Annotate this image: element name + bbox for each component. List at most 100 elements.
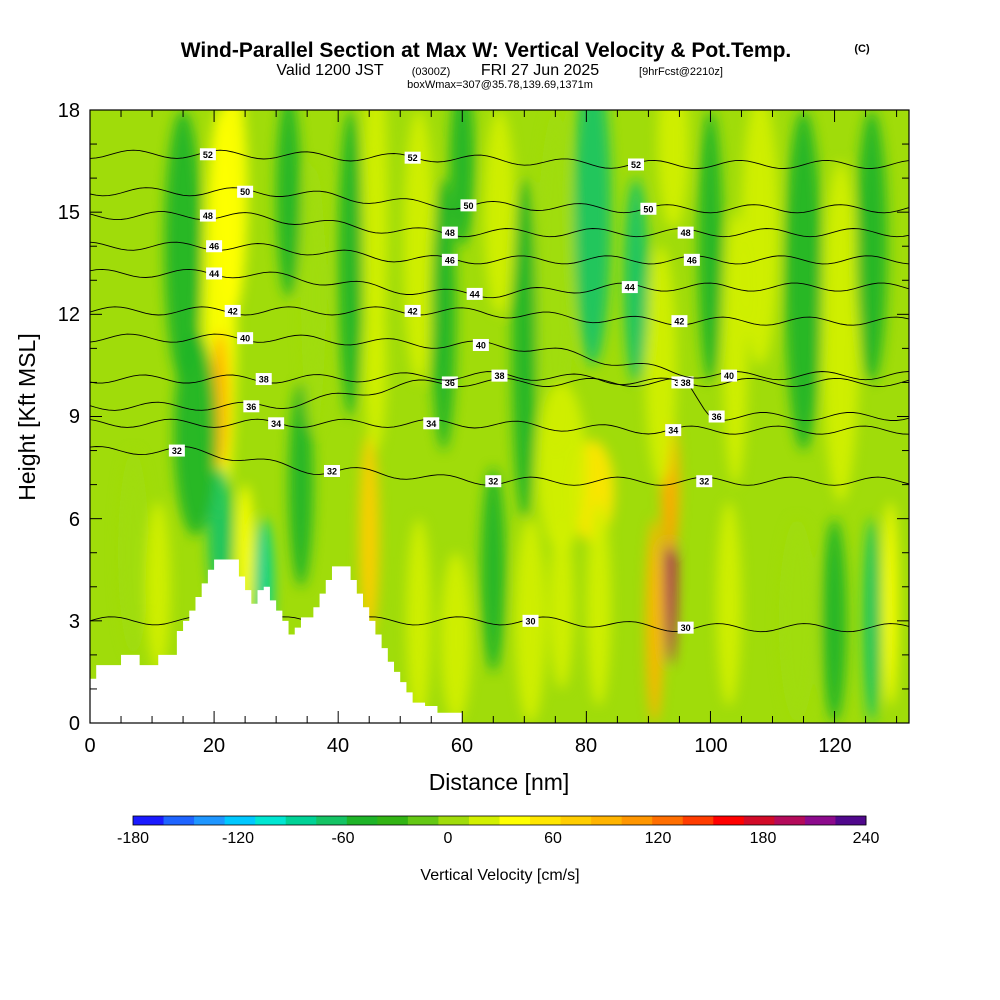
contour-label-bg <box>168 444 185 457</box>
contour-label-text: 38 <box>494 371 504 381</box>
contour-label: 36 <box>708 410 725 423</box>
velocity-cell <box>716 501 742 706</box>
y-axis-labels: 0 3 6 9 12 15 18 <box>58 100 80 735</box>
velocity-cell <box>698 110 723 383</box>
contour-label-bg <box>472 338 489 351</box>
contour-label-text: 32 <box>327 466 337 476</box>
colorbar-swatch <box>835 816 867 825</box>
velocity-cell <box>431 178 457 451</box>
contour-label-bg <box>485 475 502 488</box>
contour-label-text: 44 <box>470 289 480 299</box>
colorbar-title: Vertical Velocity [cm/s] <box>420 867 579 884</box>
contour-label: 50 <box>237 185 254 198</box>
theta-contour-line <box>90 149 909 169</box>
contour-label-text: 32 <box>172 446 182 456</box>
contour-label-text: 52 <box>408 153 418 163</box>
velocity-cell <box>217 110 248 315</box>
x-tick-label: 0 <box>84 735 95 757</box>
velocity-cell <box>440 552 472 723</box>
contour-label-bg <box>621 281 638 294</box>
contour-label-text: 50 <box>240 187 250 197</box>
contour-label-text: 52 <box>203 150 213 160</box>
y-tick-label: 9 <box>69 406 80 428</box>
colorbar-swatch <box>285 816 317 825</box>
contour-label-bg <box>721 369 738 382</box>
plot-area: 3030323232323434343636363638383840404042… <box>90 110 909 723</box>
contour-label-text: 52 <box>631 160 641 170</box>
velocity-cell <box>856 110 888 383</box>
velocity-cell <box>364 280 387 451</box>
contour-label-text: 30 <box>526 616 536 626</box>
contour-label: 40 <box>721 369 738 382</box>
contour-label: 32 <box>323 464 340 477</box>
colorbar-swatch <box>560 816 592 825</box>
contour-label-bg <box>243 400 260 413</box>
contour-label: 44 <box>466 287 483 300</box>
colorbar-swatch <box>468 816 500 825</box>
contour-label-text: 34 <box>426 419 436 429</box>
chart-title: Wind-Parallel Section at Max W: Vertical… <box>181 39 792 62</box>
colorbar-tick-label: -60 <box>331 830 354 847</box>
contour-label-bg <box>665 424 682 437</box>
velocity-cell <box>483 110 516 315</box>
velocity-cell <box>300 161 326 434</box>
contour-label: 32 <box>696 475 713 488</box>
colorbar-swatch <box>682 816 714 825</box>
colorbar-swatch <box>530 816 562 825</box>
contour-label-text: 32 <box>488 477 498 487</box>
x-tick-label: 60 <box>451 735 473 757</box>
colorbar-tick-label: 120 <box>645 830 672 847</box>
velocity-cell <box>822 518 847 723</box>
y-tick-label: 6 <box>69 509 80 531</box>
contour-label-text: 46 <box>445 255 455 265</box>
contour-label-bg <box>441 253 458 266</box>
velocity-cell <box>288 382 314 587</box>
contour-label-bg <box>224 304 241 317</box>
contour-label-text: 34 <box>668 426 678 436</box>
contour-label-bg <box>677 621 694 634</box>
contour-label: 50 <box>640 202 657 215</box>
x-axis-labels: 0 20 40 60 80 100 120 <box>84 735 851 757</box>
x-tick-label: 100 <box>694 735 727 757</box>
contour-label: 48 <box>199 209 216 222</box>
x-tick-label: 120 <box>818 735 851 757</box>
theta-contour-line <box>90 187 909 214</box>
contour-label: 34 <box>665 424 682 437</box>
chart-title-block: Wind-Parallel Section at Max W: Vertical… <box>181 39 870 91</box>
velocity-cell <box>359 433 380 638</box>
contour-label-text: 48 <box>445 228 455 238</box>
contour-label-bg <box>404 304 421 317</box>
contour-label-bg <box>696 475 713 488</box>
contour-label: 42 <box>671 315 688 328</box>
velocity-cell <box>406 518 432 723</box>
contour-label-bg <box>522 614 539 627</box>
contour-label: 30 <box>677 621 694 634</box>
colorbar <box>132 815 867 826</box>
velocity-cell <box>573 110 612 366</box>
contour-label-bg <box>466 287 483 300</box>
colorbar-tick-label: -180 <box>117 830 149 847</box>
velocity-cell <box>863 518 881 723</box>
contour-label: 50 <box>460 199 477 212</box>
colorbar-swatch <box>804 816 836 825</box>
contour-label-bg <box>323 464 340 477</box>
contour-label-bg <box>199 148 216 161</box>
contour-label: 36 <box>441 376 458 389</box>
contour-label: 32 <box>485 475 502 488</box>
colorbar-swatch <box>499 816 531 825</box>
contour-label-bg <box>441 226 458 239</box>
contour-label: 48 <box>441 226 458 239</box>
contour-label-text: 38 <box>681 378 691 388</box>
velocity-cell <box>276 110 301 298</box>
colorbar-tick-labels: -180 -120 -60 0 60 120 180 240 <box>117 830 879 847</box>
contour-label-bg <box>671 315 688 328</box>
contour-label: 42 <box>224 304 241 317</box>
colorbar-swatch <box>621 816 653 825</box>
velocity-cell <box>645 518 664 723</box>
contour-label: 40 <box>472 338 489 351</box>
colorbar-swatch <box>407 816 439 825</box>
velocity-cell <box>173 331 218 536</box>
contour-label-bg <box>255 373 272 386</box>
velocity-cell <box>164 110 202 383</box>
